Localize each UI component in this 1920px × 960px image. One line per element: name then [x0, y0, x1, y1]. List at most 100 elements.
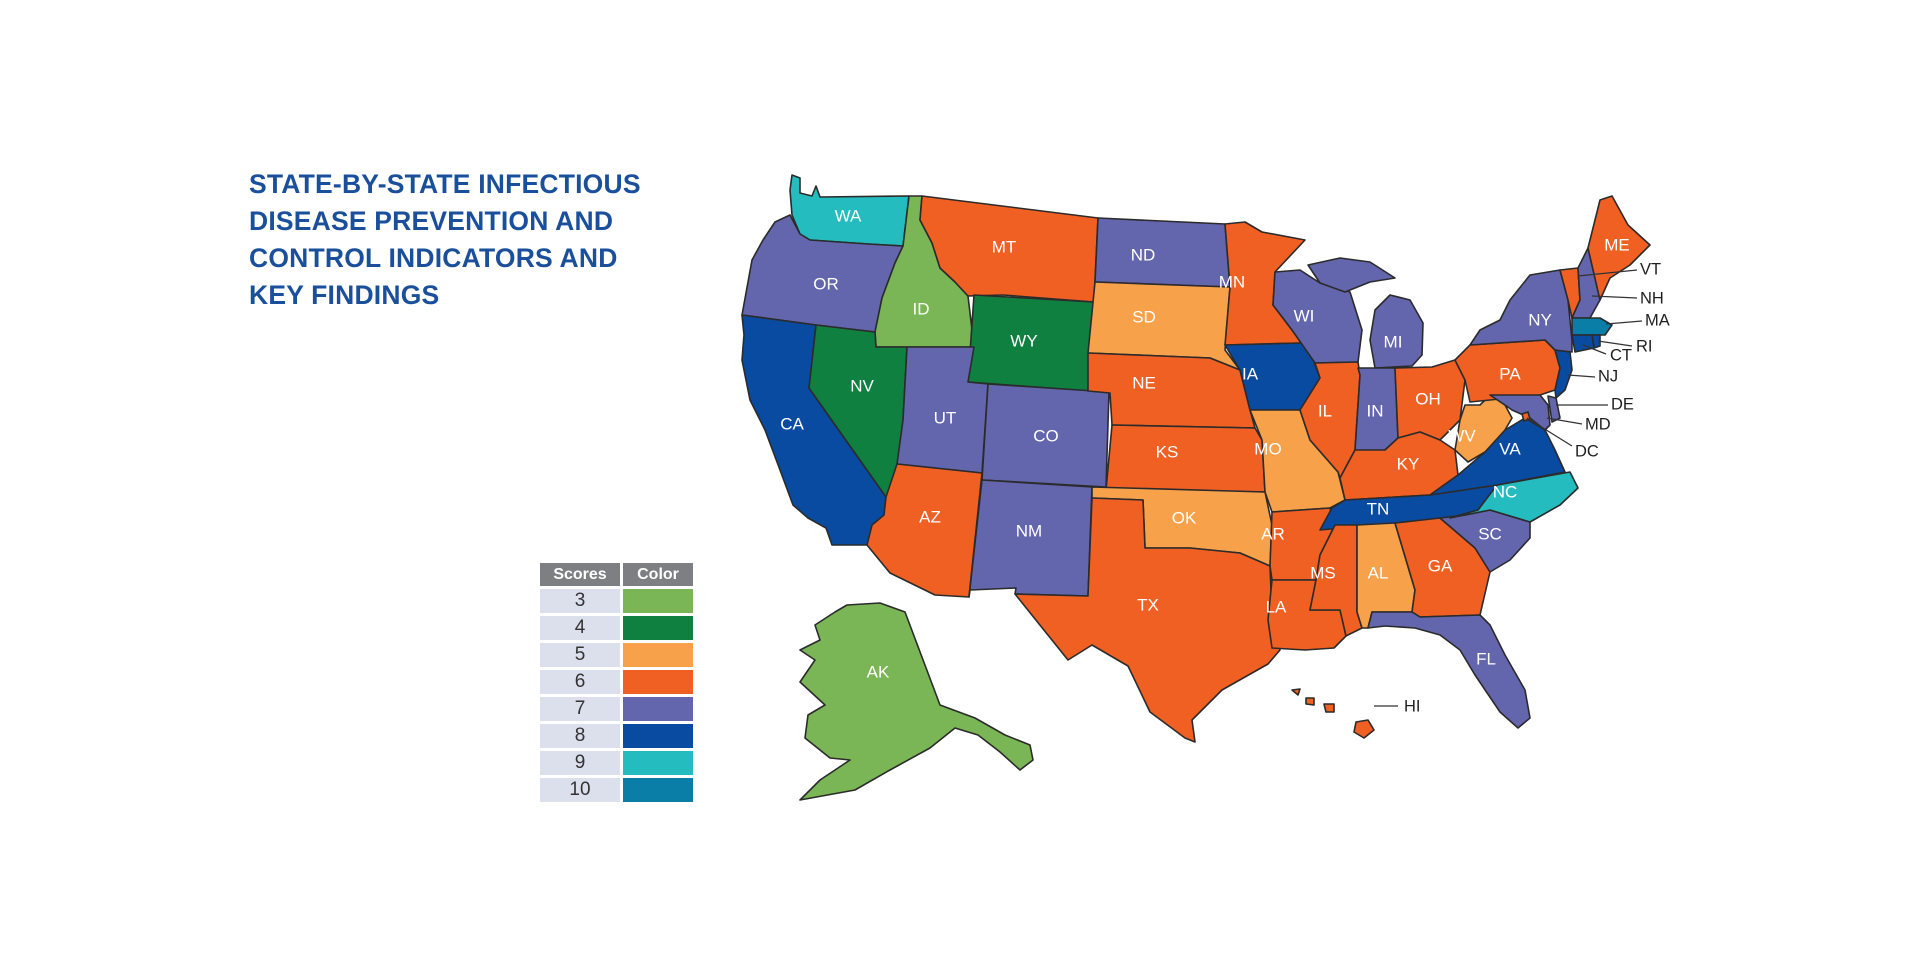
- legend-swatch: [623, 643, 693, 667]
- legend-swatch: [623, 778, 693, 802]
- label-TX: TX: [1137, 595, 1159, 614]
- label-DE: DE: [1611, 395, 1634, 413]
- state-WI[interactable]: [1272, 269, 1363, 364]
- legend-score: 6: [540, 670, 620, 694]
- label-MO: MO: [1254, 439, 1281, 458]
- label-TN: TN: [1367, 499, 1390, 518]
- label-VA: VA: [1499, 439, 1521, 458]
- legend-swatch: [623, 589, 693, 613]
- label-NV: NV: [850, 376, 874, 395]
- legend-score: 5: [540, 643, 620, 667]
- state-KS[interactable]: [1105, 424, 1266, 493]
- legend-score: 3: [540, 589, 620, 613]
- legend-row: 3: [540, 589, 693, 613]
- state-DE[interactable]: [1547, 395, 1561, 423]
- label-WA: WA: [835, 206, 862, 225]
- label-VT: VT: [1640, 260, 1661, 278]
- legend-score: 10: [540, 778, 620, 802]
- legend-header-scores: Scores: [540, 563, 620, 586]
- legend-row: 7: [540, 697, 693, 721]
- legend-score: 8: [540, 724, 620, 748]
- label-MN: MN: [1219, 272, 1245, 291]
- legend-swatch: [623, 751, 693, 775]
- legend-row: 10: [540, 778, 693, 802]
- legend-row: 5: [540, 643, 693, 667]
- legend-score: 4: [540, 616, 620, 640]
- state-TX[interactable]: [1014, 497, 1281, 743]
- label-NJ: NJ: [1598, 367, 1618, 385]
- label-UT: UT: [934, 408, 957, 427]
- label-CT: CT: [1610, 346, 1632, 364]
- label-MI: MI: [1384, 332, 1403, 351]
- label-KY: KY: [1397, 454, 1420, 473]
- legend-row: 8: [540, 724, 693, 748]
- state-NY[interactable]: [1469, 269, 1573, 353]
- label-IN: IN: [1367, 401, 1384, 420]
- leader-CT: [1582, 344, 1607, 355]
- state-MI[interactable]: [1369, 294, 1424, 369]
- state-FL[interactable]: [1367, 611, 1531, 729]
- label-NM: NM: [1016, 521, 1042, 540]
- label-AL: AL: [1368, 563, 1389, 582]
- legend-swatch: [623, 724, 693, 748]
- leader-DC: [1526, 417, 1573, 447]
- label-ID: ID: [913, 299, 930, 318]
- state-VA[interactable]: [1429, 417, 1566, 496]
- label-AK: AK: [867, 662, 890, 681]
- legend-row: 9: [540, 751, 693, 775]
- label-MA: MA: [1645, 311, 1670, 329]
- label-CA: CA: [780, 414, 804, 433]
- state-MS[interactable]: [1309, 524, 1363, 637]
- leader-MD: [1546, 417, 1583, 425]
- leader-RI: [1597, 340, 1633, 347]
- leader-VT: [1577, 269, 1638, 277]
- state-HI[interactable]: [1291, 688, 1375, 739]
- state-NC[interactable]: [1449, 471, 1579, 523]
- legend-swatch: [623, 616, 693, 640]
- state-CT[interactable]: [1571, 334, 1595, 353]
- label-ND: ND: [1131, 245, 1156, 264]
- label-OK: OK: [1172, 508, 1197, 527]
- label-FL: FL: [1476, 649, 1496, 668]
- state-MA[interactable]: [1571, 317, 1613, 336]
- legend-score: 9: [540, 751, 620, 775]
- label-OH: OH: [1415, 389, 1441, 408]
- label-ME: ME: [1604, 235, 1630, 254]
- label-NY: NY: [1528, 310, 1552, 329]
- label-GA: GA: [1428, 556, 1453, 575]
- label-WY: WY: [1010, 331, 1037, 350]
- label-NH: NH: [1640, 289, 1664, 307]
- label-MS: MS: [1310, 563, 1336, 582]
- legend-row: 6: [540, 670, 693, 694]
- legend-row: 4: [540, 616, 693, 640]
- state-MD[interactable]: [1489, 394, 1551, 431]
- label-CO: CO: [1033, 426, 1059, 445]
- state-NJ[interactable]: [1554, 349, 1573, 399]
- legend-score: 7: [540, 697, 620, 721]
- label-MT: MT: [992, 237, 1017, 256]
- legend-swatch: [623, 697, 693, 721]
- legend-header-color: Color: [623, 563, 693, 586]
- leader-MA: [1605, 320, 1643, 325]
- leader-NJ: [1567, 374, 1596, 378]
- leader-NH: [1591, 295, 1638, 299]
- label-MD: MD: [1585, 415, 1611, 433]
- label-WV: WV: [1448, 426, 1476, 445]
- label-SD: SD: [1132, 307, 1156, 326]
- label-AZ: AZ: [919, 507, 941, 526]
- label-IL: IL: [1318, 401, 1332, 420]
- state-ND[interactable]: [1094, 217, 1231, 288]
- label-HI: HI: [1404, 697, 1421, 715]
- label-WI: WI: [1294, 306, 1315, 325]
- label-KS: KS: [1156, 442, 1179, 461]
- legend-swatch: [623, 670, 693, 694]
- label-AR: AR: [1261, 524, 1285, 543]
- map-title: STATE-BY-STATE INFECTIOUS DISEASE PREVEN…: [249, 169, 641, 310]
- state-AK[interactable]: [799, 602, 1034, 801]
- state-MI-UP[interactable]: [1307, 257, 1396, 293]
- label-NE: NE: [1132, 373, 1156, 392]
- label-NC: NC: [1493, 482, 1518, 501]
- label-IA: IA: [1242, 364, 1259, 383]
- label-OR: OR: [813, 274, 839, 293]
